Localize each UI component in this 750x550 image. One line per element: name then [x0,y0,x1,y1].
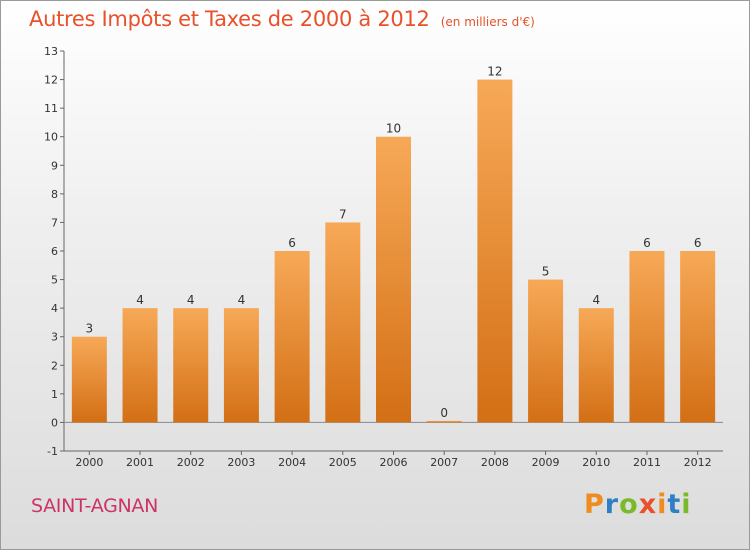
y-tick-label: -1 [47,445,58,458]
bar-2008 [477,79,513,423]
chart-subtitle: (en milliers d'€) [440,15,535,29]
x-tick-label-2002: 2002 [177,456,205,469]
bar-2003 [223,308,259,423]
y-tick-label: 7 [51,216,58,229]
bar-2001 [122,308,158,423]
bar-2000 [71,336,107,423]
data-label-2008: 12 [487,65,502,79]
x-tick-label-2009: 2009 [532,456,560,469]
x-tick-label-2003: 2003 [227,456,255,469]
commune-name: SAINT-AGNAN [31,495,159,517]
x-tick-label-2011: 2011 [633,456,661,469]
bar-2002 [173,308,209,423]
bar-2004 [274,251,310,423]
y-tick-label: 10 [44,131,58,144]
data-label-2010: 4 [592,293,600,307]
data-label-2011: 6 [643,236,651,250]
data-label-2004: 6 [288,236,296,250]
x-tick-label-2001: 2001 [126,456,154,469]
x-tick-label-2010: 2010 [582,456,610,469]
logo-letter: P [584,489,605,520]
x-tick-label-2005: 2005 [329,456,357,469]
y-tick-label: 13 [44,45,58,58]
y-tick-label: 5 [51,274,58,287]
x-tick-label-2000: 2000 [75,456,103,469]
x-tick-label-2012: 2012 [684,456,712,469]
x-tick-label-2007: 2007 [430,456,458,469]
y-tick-label: 0 [51,416,58,429]
bar-2011 [629,251,665,423]
data-label-2006: 10 [386,122,401,136]
bar-2009 [528,279,564,423]
y-tick-label: 9 [51,159,58,172]
logo-letter: i [681,489,692,520]
data-label-2012: 6 [694,236,702,250]
data-label-2009: 5 [542,265,550,279]
y-tick-label: 1 [51,388,58,401]
logo-letter: o [619,489,639,520]
chart-title-block: Autres Impôts et Taxes de 2000 à 2012 (e… [29,7,535,31]
data-label-2001: 4 [136,293,144,307]
chart-title: Autres Impôts et Taxes de 2000 à 2012 [29,7,430,31]
bar-2006 [376,136,411,423]
y-tick-label: 8 [51,188,58,201]
data-label-2000: 3 [86,322,94,336]
bar-2010 [578,308,614,423]
x-tick-label-2006: 2006 [380,456,408,469]
bar-2012 [680,251,716,423]
data-label-2003: 4 [238,293,246,307]
data-label-2005: 7 [339,207,347,221]
y-tick-label: 2 [51,359,58,372]
bar-2005 [325,222,361,423]
x-tick-label-2008: 2008 [481,456,509,469]
logo-letter: x [638,489,658,520]
x-tick-label-2004: 2004 [278,456,306,469]
bar-2007 [426,420,462,423]
data-label-2002: 4 [187,293,195,307]
y-tick-label: 3 [51,331,58,344]
logo-letter: r [604,489,620,520]
logo-letter: t [667,489,682,520]
y-tick-label: 4 [51,302,58,315]
y-tick-label: 11 [44,102,58,115]
y-tick-label: 12 [44,74,58,87]
logo-letter: i [657,489,668,520]
data-label-2007: 0 [440,406,448,420]
proxiti-logo: Proxiti [584,489,692,520]
y-tick-label: 6 [51,245,58,258]
